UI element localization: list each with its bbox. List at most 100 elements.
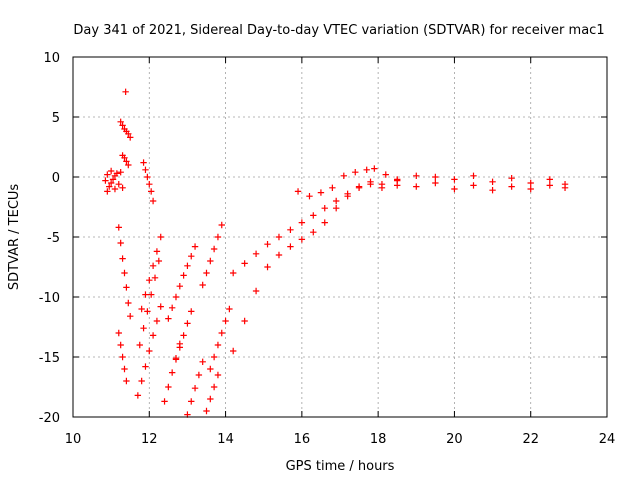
data-point	[102, 177, 109, 184]
data-point	[119, 353, 126, 361]
data-point	[146, 181, 153, 188]
data-point	[214, 341, 222, 349]
data-point	[115, 181, 122, 188]
data-point	[119, 255, 126, 262]
data-point	[188, 253, 195, 260]
y-tick-label: -5	[47, 231, 60, 246]
data-point	[117, 341, 124, 349]
series-arc-8	[165, 243, 199, 322]
data-point	[203, 269, 210, 277]
data-point	[176, 283, 183, 290]
y-tick-label: -20	[39, 411, 60, 426]
x-tick-labels: 10 12 14 16 18 20 22 24	[65, 432, 616, 447]
series-arc-2	[115, 329, 130, 385]
data-point	[317, 189, 325, 196]
data-point	[149, 197, 157, 205]
data-point	[180, 272, 187, 279]
data-point	[117, 239, 124, 247]
series-arc-13	[203, 371, 222, 415]
data-point	[203, 407, 210, 415]
data-point	[275, 233, 283, 241]
data-point	[222, 317, 229, 325]
data-point	[264, 241, 271, 248]
data-point	[134, 392, 142, 399]
data-point	[207, 395, 214, 403]
series-arc-11	[199, 221, 225, 289]
data-point	[142, 166, 149, 173]
data-point	[151, 274, 159, 281]
data-point	[378, 184, 386, 191]
data-point	[138, 305, 145, 313]
data-point	[252, 250, 260, 257]
data-point	[157, 233, 164, 241]
data-point	[218, 329, 225, 337]
data-point	[527, 179, 534, 187]
data-point	[394, 176, 401, 183]
data-point	[207, 257, 214, 265]
series-early-arc-a	[117, 118, 134, 141]
data-point	[298, 236, 306, 243]
series-cluster-11h	[102, 167, 126, 195]
data-point	[191, 385, 199, 392]
x-axis-label: GPS time / hours	[286, 459, 395, 474]
data-point	[157, 303, 164, 310]
x-tick-label: 16	[294, 432, 311, 447]
data-point	[109, 176, 117, 183]
data-point	[119, 184, 126, 191]
y-tick-label: -10	[39, 291, 60, 306]
data-point	[298, 219, 306, 226]
data-point	[470, 182, 477, 189]
x-tick-label: 14	[217, 432, 234, 447]
data-point	[470, 172, 477, 179]
data-point	[432, 179, 439, 187]
data-point	[144, 308, 151, 315]
data-point	[214, 371, 222, 379]
data-point	[168, 304, 176, 311]
series-arc-4	[136, 257, 163, 349]
data-point	[191, 243, 199, 250]
data-point	[121, 154, 128, 161]
data-point	[199, 281, 206, 289]
data-point	[161, 398, 168, 405]
data-point	[332, 205, 340, 212]
chart-title: Day 341 of 2021, Sidereal Day-to-day VTE…	[73, 23, 604, 38]
data-point	[127, 313, 134, 320]
series-ridge-17h	[294, 165, 401, 200]
data-point	[184, 320, 191, 327]
data-point	[121, 269, 128, 277]
data-point	[146, 277, 153, 284]
data-point	[310, 229, 317, 236]
data-point	[546, 176, 553, 183]
data-point	[413, 183, 420, 190]
data-point	[310, 212, 317, 219]
data-point	[210, 245, 218, 253]
data-point	[188, 308, 195, 315]
series-arc-3	[134, 303, 164, 399]
data-point	[165, 383, 172, 391]
x-tick-label: 18	[370, 432, 387, 447]
data-point	[107, 167, 115, 175]
series-arc-6	[140, 159, 157, 205]
data-point	[149, 332, 157, 339]
y-axis-label: SDTVAR / TECUs	[7, 184, 22, 291]
data-point	[210, 383, 218, 391]
data-point	[241, 260, 248, 267]
data-point	[382, 171, 389, 178]
series-main-band-lower	[230, 179, 569, 355]
data-point	[115, 329, 122, 337]
series-early-arc-b	[119, 152, 132, 169]
data-point	[168, 369, 176, 376]
data-point	[176, 344, 183, 351]
axis-ticks	[72, 56, 608, 418]
data-point	[142, 363, 149, 370]
data-point	[210, 353, 218, 361]
data-point	[111, 172, 119, 179]
data-point	[144, 173, 151, 181]
series-arc-12	[207, 305, 233, 373]
data-point	[140, 325, 147, 332]
data-point	[340, 172, 348, 179]
data-point	[489, 187, 496, 194]
data-point	[107, 179, 115, 187]
data-point	[508, 183, 515, 190]
data-point	[149, 262, 157, 269]
